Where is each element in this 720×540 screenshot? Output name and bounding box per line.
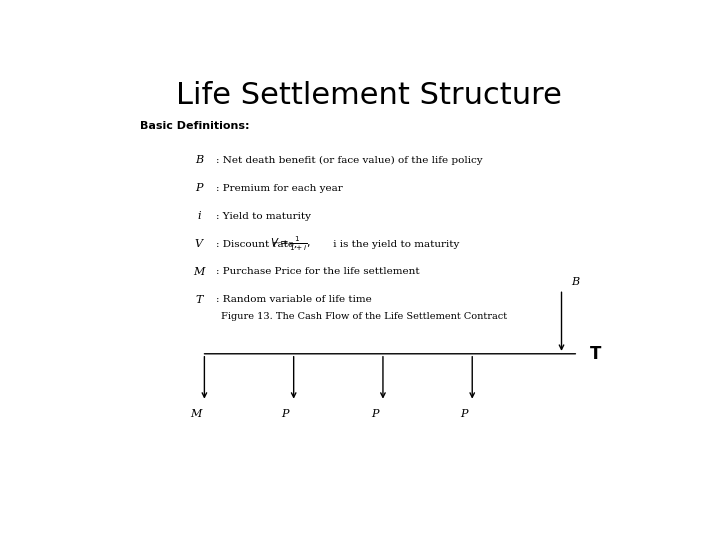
Text: : Net death benefit (or face value) of the life policy: : Net death benefit (or face value) of t… xyxy=(215,156,482,165)
Text: : Premium for each year: : Premium for each year xyxy=(215,184,342,193)
Text: M: M xyxy=(190,409,202,419)
Text: Basic Definitions:: Basic Definitions: xyxy=(140,121,250,131)
Text: : Purchase Price for the life settlement: : Purchase Price for the life settlement xyxy=(215,267,419,276)
Text: $V = \frac{1}{1+i},$: $V = \frac{1}{1+i},$ xyxy=(270,235,311,253)
Text: P: P xyxy=(371,409,378,419)
Text: Life Settlement Structure: Life Settlement Structure xyxy=(176,82,562,111)
Text: P: P xyxy=(282,409,289,419)
Text: : Random variable of life time: : Random variable of life time xyxy=(215,295,372,304)
Text: M: M xyxy=(193,267,204,277)
Text: Figure 13. The Cash Flow of the Life Settlement Contract: Figure 13. The Cash Flow of the Life Set… xyxy=(221,312,508,321)
Text: B: B xyxy=(194,156,203,165)
Text: P: P xyxy=(195,183,202,193)
Text: B: B xyxy=(572,277,580,287)
Text: i: i xyxy=(197,211,201,221)
Text: i is the yield to maturity: i is the yield to maturity xyxy=(330,240,459,248)
Text: T: T xyxy=(195,295,202,305)
Text: P: P xyxy=(460,409,467,419)
Text: : Yield to maturity: : Yield to maturity xyxy=(215,212,310,221)
Text: : Discount rate,: : Discount rate, xyxy=(215,240,303,248)
Text: T: T xyxy=(590,345,600,363)
Text: V: V xyxy=(195,239,203,249)
